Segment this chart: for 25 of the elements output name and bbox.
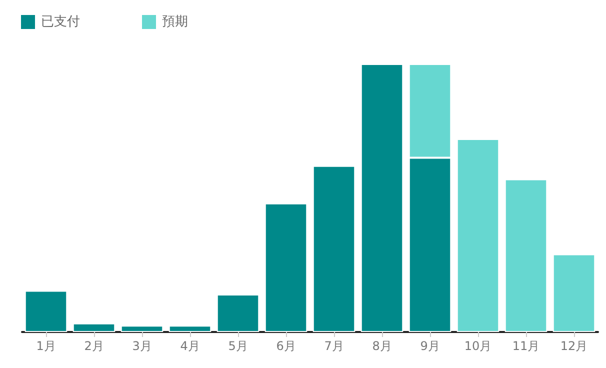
legend-label: 預期: [162, 14, 188, 30]
bar: [360, 64, 404, 332]
bar: [216, 294, 260, 332]
bar: [552, 254, 596, 332]
x-tick-label: 11月: [512, 339, 540, 353]
x-tick-label: 10月: [464, 339, 492, 353]
bar: [24, 290, 68, 332]
x-tick-label: 8月: [372, 339, 392, 353]
legend-label: 已支付: [41, 14, 80, 30]
x-tick-label: 2月: [84, 339, 104, 353]
x-tick-label: 9月: [420, 339, 440, 353]
bar: [264, 203, 308, 332]
bar: [168, 326, 212, 332]
x-tick-label: 3月: [132, 339, 152, 353]
bar: [120, 326, 164, 332]
bar: [504, 179, 548, 332]
x-tick-label: 7月: [324, 339, 344, 353]
bar: [312, 166, 356, 332]
x-tick-label: 6月: [276, 339, 296, 353]
x-tick-label: 12月: [560, 339, 588, 353]
bar: [456, 139, 500, 332]
bar: [72, 323, 116, 332]
x-tick-label: 5月: [228, 339, 248, 353]
x-tick-label: 4月: [180, 339, 200, 353]
x-tick-label: 1月: [36, 339, 56, 353]
